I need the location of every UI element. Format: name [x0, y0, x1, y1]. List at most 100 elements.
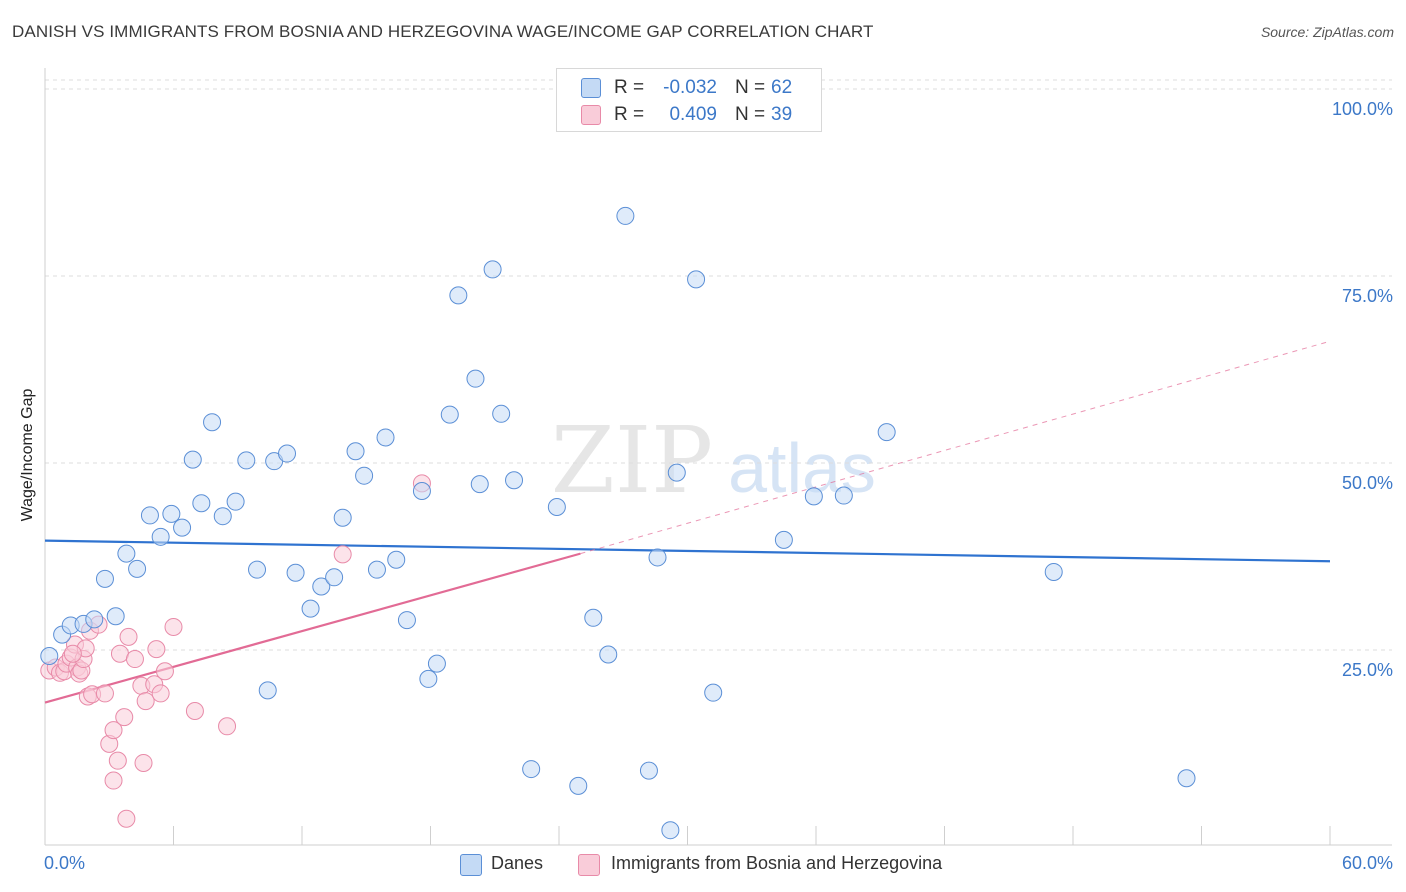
point-danes: [301, 599, 320, 618]
point-danes: [419, 669, 438, 688]
legend-row-immigrants: R = 0.409 N = 39: [557, 102, 821, 128]
legend-r-value: 0.409: [669, 104, 717, 125]
point-danes: [213, 507, 232, 526]
point-danes: [1044, 562, 1063, 581]
point-danes: [376, 428, 395, 447]
point-immigrants: [115, 708, 134, 727]
point-danes: [427, 654, 446, 673]
watermark-atlas: atlas: [728, 429, 876, 507]
point-danes: [505, 471, 524, 490]
point-danes: [40, 647, 59, 665]
y-tick-label: 25.0%: [1342, 660, 1393, 680]
point-danes: [333, 508, 352, 527]
point-immigrants: [151, 684, 170, 703]
point-immigrants: [155, 662, 174, 681]
trend-layer: [44, 340, 1331, 704]
point-danes: [367, 560, 386, 579]
point-immigrants: [104, 771, 123, 790]
bottom-legend-swatch-pink: [578, 854, 600, 876]
point-danes: [648, 548, 667, 567]
point-danes: [106, 607, 125, 626]
point-danes: [804, 487, 823, 506]
legend-n-label: N =: [735, 104, 766, 125]
point-danes: [470, 475, 489, 494]
chart-title: DANISH VS IMMIGRANTS FROM BOSNIA AND HER…: [12, 22, 874, 41]
x-tick-label-start: 0.0%: [44, 853, 85, 873]
point-immigrants: [119, 627, 138, 646]
point-danes: [547, 498, 566, 517]
y-tick-label: 75.0%: [1342, 286, 1393, 306]
point-danes: [258, 681, 277, 700]
bottom-legend-immigrants-label: Immigrants from Bosnia and Herzegovina: [611, 853, 943, 873]
point-danes: [639, 761, 658, 780]
point-immigrants: [333, 545, 352, 564]
point-danes: [584, 608, 603, 627]
point-danes: [397, 611, 416, 630]
point-immigrants: [63, 644, 82, 663]
point-danes: [346, 442, 365, 461]
y-tick-label: 50.0%: [1342, 473, 1393, 493]
correlation-legend: R = -0.032 N = 62 R = 0.409 N = 39: [556, 68, 822, 132]
point-danes: [140, 506, 159, 525]
point-danes: [85, 610, 104, 629]
legend-r-label: R =: [614, 77, 645, 98]
tick-label-layer: 25.0% 50.0% 75.0% 100.0% 0.0% 60.0%: [44, 99, 1393, 873]
legend-n-label: N =: [735, 77, 766, 98]
x-tick-label-end: 60.0%: [1342, 853, 1393, 873]
legend-swatch-blue: [581, 78, 601, 98]
point-danes: [355, 466, 374, 485]
legend-n-value: 62: [771, 77, 793, 98]
point-danes: [774, 530, 793, 549]
point-danes: [667, 463, 686, 482]
watermark-zip: ZIP: [551, 407, 713, 514]
bottom-legend-immigrants: Immigrants from Bosnia and Herzegovina: [578, 852, 998, 876]
chart-source: Source: ZipAtlas.com: [1260, 24, 1394, 40]
point-danes: [569, 776, 588, 795]
point-danes: [325, 568, 344, 587]
point-immigrants: [164, 617, 183, 636]
point-immigrants: [136, 692, 155, 711]
point-danes: [226, 492, 245, 511]
trend-line-danes: [44, 539, 1331, 563]
y-tick-label: 100.0%: [1332, 99, 1393, 119]
bottom-legend-danes-label: Danes: [491, 853, 544, 873]
points-layer: [40, 206, 1196, 840]
point-immigrants: [117, 809, 136, 828]
legend-row-danes: R = -0.032 N = 62: [557, 75, 821, 101]
bottom-legend-danes: Danes: [460, 852, 580, 876]
point-immigrants: [95, 684, 114, 703]
point-danes: [387, 550, 406, 569]
point-danes: [192, 494, 211, 513]
point-danes: [834, 486, 853, 505]
point-danes: [522, 760, 541, 779]
point-immigrants: [185, 702, 204, 721]
point-danes: [483, 260, 502, 279]
point-danes: [616, 206, 635, 225]
point-danes: [248, 560, 267, 579]
point-danes: [599, 645, 618, 664]
point-danes: [203, 413, 222, 432]
point-immigrants: [134, 753, 153, 772]
point-danes: [183, 450, 202, 469]
point-danes: [661, 821, 680, 840]
point-danes: [151, 527, 170, 546]
grid-layer: [45, 79, 1392, 651]
axis-layer: [44, 68, 1392, 846]
point-danes: [278, 444, 297, 463]
point-immigrants: [147, 640, 166, 659]
point-danes: [128, 559, 147, 578]
point-danes: [1177, 769, 1196, 788]
bottom-legend-swatch-blue: [460, 854, 482, 876]
point-immigrants: [104, 721, 123, 740]
point-danes: [173, 518, 192, 537]
point-immigrants: [108, 751, 127, 770]
point-immigrants: [110, 644, 129, 663]
legend-r-value: -0.032: [663, 77, 717, 98]
point-danes: [440, 405, 459, 424]
point-immigrants: [125, 650, 144, 669]
point-danes: [95, 569, 114, 588]
point-danes: [237, 451, 256, 470]
point-danes: [466, 369, 485, 388]
point-danes: [492, 404, 511, 423]
